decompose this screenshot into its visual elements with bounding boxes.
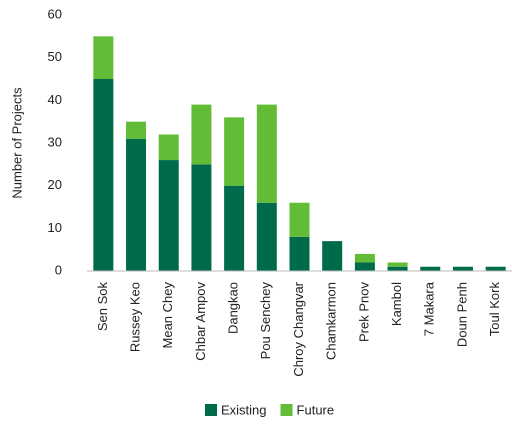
bar-segment (93, 36, 114, 79)
bar-segment (485, 266, 506, 271)
x-tick-label: Russey Keo (127, 282, 142, 352)
bar-segment (93, 79, 114, 271)
x-tick-label: Chroy Changvar (291, 281, 306, 376)
x-tick-label: Doun Penh (454, 282, 469, 347)
x-tick-label: Prek Pnov (356, 282, 371, 342)
bar-segment (289, 236, 310, 271)
y-tick-label: 50 (48, 49, 62, 64)
y-tick-label: 20 (48, 177, 62, 192)
x-tick-label: Chamkarmon (324, 282, 339, 360)
bar-segment (420, 266, 441, 271)
x-tick-label: Toul Kork (487, 282, 502, 337)
y-axis-title: Number of Projects (9, 87, 24, 199)
legend-label: Future (297, 402, 335, 417)
bar-segment (387, 266, 408, 271)
bar-segment (452, 266, 473, 271)
y-tick-label: 40 (48, 92, 62, 107)
bar-segment (224, 185, 245, 271)
y-tick-label: 60 (48, 6, 62, 21)
bar-segment (191, 104, 212, 165)
bar-segment (354, 262, 375, 271)
legend-swatch (280, 404, 293, 416)
bar-segment (387, 262, 408, 267)
x-tick-label: Kambol (389, 282, 404, 326)
bar-segment (224, 117, 245, 186)
x-tick-label: Mean Chey (160, 282, 175, 349)
x-tick-label: 7 Makara (422, 281, 437, 336)
y-tick-label: 10 (48, 220, 62, 235)
x-tick-label: Sen Sok (95, 282, 110, 332)
bar-segment (191, 164, 212, 271)
bar-segment (354, 253, 375, 263)
bar-segment (256, 104, 277, 203)
bar-segment (158, 134, 179, 161)
y-tick-label: 0 (55, 262, 62, 277)
bar-segment (289, 202, 310, 237)
y-tick-label: 30 (48, 134, 62, 149)
x-tick-label: Chbar Ampov (193, 282, 208, 361)
bar-segment (158, 160, 179, 271)
bar-segment (126, 138, 147, 271)
x-tick-label: Dangkao (226, 282, 241, 334)
bar-segment (322, 241, 343, 271)
bar-segment (256, 202, 277, 271)
bar-segment (126, 121, 147, 139)
legend-label: Existing (221, 402, 267, 417)
legend-swatch (205, 404, 217, 416)
x-tick-label: Pou Senchey (258, 282, 273, 360)
